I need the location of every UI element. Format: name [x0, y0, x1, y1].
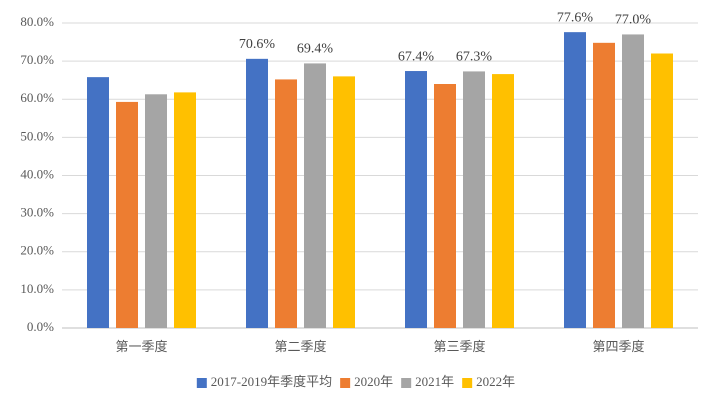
legend-label: 2017-2019年季度平均: [211, 374, 332, 389]
y-tick-label: 0.0%: [27, 319, 54, 334]
legend-swatch: [401, 378, 412, 388]
bar: [434, 84, 456, 328]
bar: [492, 74, 514, 329]
bar: [275, 79, 297, 328]
legend-swatch: [462, 378, 473, 388]
bar: [333, 76, 355, 328]
data-label: 77.6%: [557, 10, 594, 25]
bar: [622, 34, 644, 328]
x-tick-label: 第四季度: [592, 339, 644, 354]
y-tick-label: 40.0%: [20, 166, 54, 181]
y-tick-label: 30.0%: [20, 205, 54, 220]
x-tick-label: 第三季度: [433, 339, 485, 354]
y-tick-label: 80.0%: [20, 14, 54, 29]
bar: [405, 71, 427, 328]
y-tick-label: 70.0%: [20, 52, 54, 67]
legend-label: 2020年: [354, 374, 393, 389]
bar: [246, 58, 268, 329]
legend-swatch: [340, 378, 351, 388]
bar: [145, 94, 167, 328]
y-tick-label: 10.0%: [20, 281, 54, 296]
legend-label: 2022年: [476, 374, 515, 389]
y-tick-label: 60.0%: [20, 90, 54, 105]
x-tick-label: 第二季度: [274, 339, 326, 354]
x-tick-label: 第一季度: [115, 339, 167, 354]
y-tick-label: 20.0%: [20, 243, 54, 258]
bar: [651, 53, 673, 328]
bar: [593, 42, 615, 328]
bar: [463, 71, 485, 328]
bar: [87, 77, 109, 328]
bar: [304, 63, 326, 328]
data-label: 70.6%: [239, 37, 276, 52]
data-label: 67.3%: [456, 50, 493, 65]
legend-label: 2021年: [415, 374, 454, 389]
bar: [564, 32, 586, 329]
y-tick-label: 50.0%: [20, 128, 54, 143]
legend-swatch: [196, 378, 207, 388]
bar: [174, 92, 196, 328]
data-label: 77.0%: [615, 13, 652, 28]
data-label: 69.4%: [297, 42, 334, 57]
bar: [116, 101, 138, 328]
data-label: 67.4%: [398, 49, 435, 64]
